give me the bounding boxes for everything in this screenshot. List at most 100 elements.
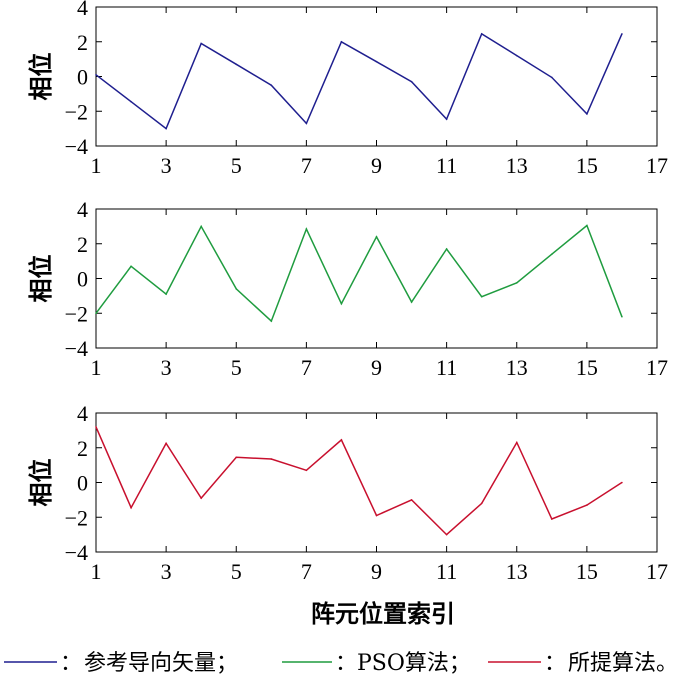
y-tick-label: −2 [65, 505, 88, 530]
data-point [621, 33, 623, 35]
y-axis-label: 相位 [27, 459, 55, 507]
y-tick-label: 0 [77, 267, 88, 292]
x-tick-label: 13 [506, 153, 528, 178]
data-point [480, 33, 483, 35]
x-tick-label: 3 [161, 355, 172, 380]
data-point [480, 502, 483, 505]
x-tick-label: 7 [301, 559, 312, 584]
x-tick-label: 11 [436, 559, 457, 584]
data-point [551, 518, 553, 520]
plot-frame [95, 6, 658, 147]
x-tick-label: 1 [91, 355, 102, 380]
data-point [515, 282, 518, 284]
x-tick-label: 11 [436, 153, 457, 178]
data-point [165, 442, 167, 445]
y-tick-label: 4 [77, 0, 88, 20]
data-point [375, 236, 378, 238]
x-tick-label: 11 [436, 355, 457, 380]
legend-item-proposed: ： 所提算法。 [488, 651, 678, 676]
legend-separator-reference: ： [60, 651, 82, 676]
x-tick-label: 1 [91, 559, 102, 584]
data-point [375, 514, 378, 517]
y-tick-label: 2 [77, 232, 88, 257]
y-tick-label: 0 [77, 65, 88, 90]
x-tick-label: 3 [161, 559, 172, 584]
data-point [586, 224, 588, 227]
data-point [235, 288, 238, 290]
y-tick-label: −4 [65, 134, 88, 159]
y-axis-label: 相位 [27, 255, 55, 303]
x-tick-label: 3 [161, 153, 172, 178]
series-line [95, 224, 623, 323]
x-tick-label: 15 [576, 153, 598, 178]
data-point [305, 122, 308, 125]
x-tick-label: 17 [646, 153, 668, 178]
x-tick-label: 7 [301, 355, 312, 380]
x-tick-label: 5 [231, 355, 242, 380]
x-tick-label: 13 [506, 355, 528, 380]
data-point [270, 458, 273, 460]
y-tick-label: 4 [77, 197, 88, 222]
data-point [621, 481, 623, 484]
data-point [551, 253, 553, 255]
legend: ： 参考导向矢量； ： PSO算法； ： 所提算法。 [4, 651, 678, 676]
data-point [445, 533, 448, 536]
plot-frame [95, 208, 658, 349]
y-tick-label: 2 [77, 436, 88, 461]
data-point [410, 80, 413, 83]
y-tick-label: 2 [77, 30, 88, 55]
data-point [95, 312, 97, 315]
legend-separator-proposed: ： [544, 651, 566, 676]
data-point [130, 265, 132, 268]
data-point [130, 506, 132, 509]
data-point [586, 113, 588, 115]
data-point [305, 469, 308, 472]
legend-item-reference: ： 参考导向矢量； [4, 651, 238, 676]
y-tick-label: 4 [77, 401, 88, 426]
x-tick-label: 15 [576, 559, 598, 584]
data-point [305, 228, 308, 230]
x-tick-label: 15 [576, 355, 598, 380]
data-point [340, 439, 343, 441]
series-line [95, 32, 623, 130]
x-tick-label: 7 [301, 153, 312, 178]
data-point [235, 63, 238, 66]
data-point [410, 301, 413, 303]
data-point [95, 426, 97, 428]
y-tick-label: 0 [77, 471, 88, 496]
x-tick-label: 5 [231, 559, 242, 584]
legend-label-proposed: 所提算法。 [568, 651, 678, 676]
data-point [270, 84, 273, 86]
y-tick-label: −2 [65, 99, 88, 124]
legend-item-pso: ： PSO算法； [282, 651, 471, 676]
y-axis-label: 相位 [27, 53, 55, 101]
legend-label-reference: 参考导向矢量； [84, 651, 238, 676]
x-tick-label: 17 [646, 355, 668, 380]
x-tick-label: 9 [371, 559, 382, 584]
series-line [95, 426, 623, 536]
data-point [375, 60, 378, 63]
x-tick-label: 9 [371, 355, 382, 380]
data-point [551, 76, 553, 79]
legend-label-pso: PSO算法； [357, 651, 471, 676]
x-tick-label: 5 [231, 153, 242, 178]
y-tick-label: −4 [65, 540, 88, 565]
data-point [515, 54, 518, 57]
data-point [165, 293, 167, 295]
data-point [480, 295, 483, 298]
x-axis-label: 阵元位置索引 [311, 600, 455, 628]
data-point [340, 302, 343, 305]
y-tick-label: −2 [65, 301, 88, 326]
legend-separator-pso: ： [335, 651, 357, 676]
data-point [410, 499, 413, 501]
x-tick-label: 9 [371, 153, 382, 178]
data-point [235, 456, 238, 459]
data-point [270, 320, 273, 322]
data-point [200, 225, 202, 228]
data-point [200, 42, 202, 45]
data-point [130, 100, 132, 103]
data-point [445, 248, 448, 250]
